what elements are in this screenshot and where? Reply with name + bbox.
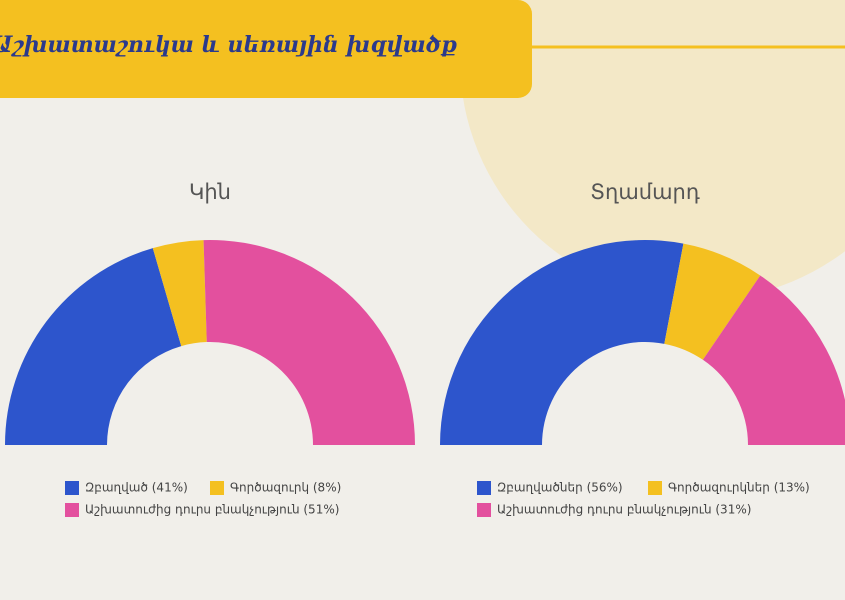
donut-segment	[664, 243, 761, 360]
donut-segment	[702, 275, 845, 445]
legend-swatch	[65, 481, 79, 495]
legend-label: Զբաղված (41%)	[85, 481, 188, 495]
donut-segment	[5, 248, 182, 445]
chart-title: Տղամարդ	[590, 180, 700, 204]
legend-swatch	[210, 481, 224, 495]
chart-title: Կին	[189, 180, 231, 204]
decor-circle	[460, 0, 845, 300]
header-box	[0, 0, 532, 98]
donut-segment	[203, 240, 415, 445]
legend-swatch	[477, 481, 491, 495]
legend-label: Գործազուրկներ (13%)	[668, 481, 810, 495]
donut-segment	[440, 240, 684, 445]
legend-swatch	[477, 503, 491, 517]
donut-segment	[152, 240, 207, 347]
header-title: Աշխատաշուկա և սեռային խզվածք	[0, 32, 457, 58]
legend-swatch	[648, 481, 662, 495]
legend-label: Զբաղվածներ (56%)	[497, 481, 623, 495]
legend-label: Գործազուրկ (8%)	[230, 481, 341, 495]
legend-label: Աշխատուժից դուրս բնակչություն (51%)	[85, 503, 339, 517]
legend-swatch	[65, 503, 79, 517]
legend-label: Աշխատուժից դուրս բնակչություն (31%)	[497, 503, 751, 517]
